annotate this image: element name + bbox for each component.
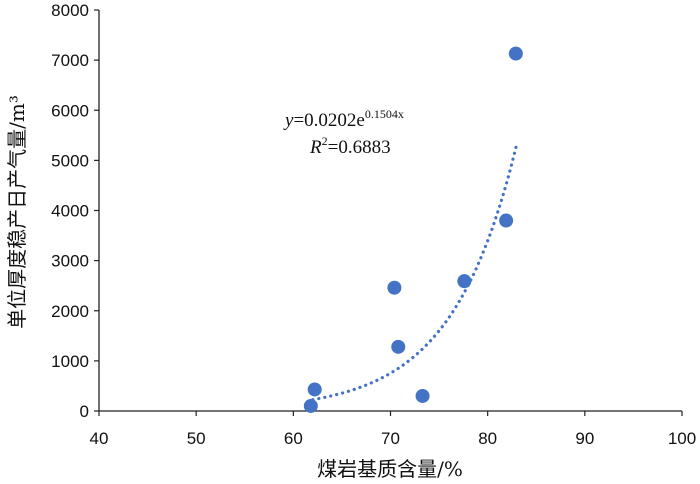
y-tick-label: 5000 — [51, 151, 89, 170]
axes — [94, 9, 683, 416]
y-tick-label: 1000 — [51, 352, 89, 371]
y-tick-label: 8000 — [51, 1, 89, 20]
x-tick-label: 60 — [284, 429, 303, 448]
trendline — [311, 142, 519, 402]
data-point — [307, 382, 322, 397]
equation-exponent: 0.1504x — [365, 107, 404, 121]
x-tick-labels: 40 50 60 70 80 90 100 — [90, 429, 697, 448]
equation-body: =0.0202e — [293, 110, 364, 131]
x-tick-label: 40 — [90, 429, 109, 448]
trendline-curve — [311, 142, 519, 402]
x-tick-label: 100 — [668, 429, 696, 448]
y-tick-label: 3000 — [51, 252, 89, 271]
y-tick-label: 2000 — [51, 302, 89, 321]
data-point — [415, 388, 430, 403]
x-tick-label: 80 — [478, 429, 497, 448]
y-tick-labels: 0 1000 2000 3000 4000 5000 6000 7000 8000 — [51, 1, 89, 421]
x-tick-label: 70 — [381, 429, 400, 448]
trend-equation: y=0.0202e0.1504x — [283, 107, 404, 131]
y-tick-label: 7000 — [51, 51, 89, 70]
data-point — [457, 274, 472, 289]
data-points — [303, 46, 523, 413]
y-axis-title: 单位厚度稳产日产气量/m³ — [5, 95, 29, 329]
data-point — [499, 213, 514, 228]
equation-y: y — [283, 110, 294, 131]
r-squared-value: =0.6883 — [328, 137, 391, 158]
data-point — [391, 339, 406, 354]
r-squared-r: R — [309, 137, 322, 158]
x-tick-label: 90 — [575, 429, 594, 448]
data-point — [508, 46, 523, 61]
y-tick-label: 6000 — [51, 101, 89, 120]
data-point — [303, 398, 318, 413]
x-tick-label: 50 — [187, 429, 206, 448]
y-tick-label: 4000 — [51, 202, 89, 221]
data-point — [387, 280, 402, 295]
r-squared-sup: 2 — [322, 134, 328, 148]
r-squared: R2=0.6883 — [309, 134, 391, 158]
y-tick-label: 0 — [80, 402, 89, 421]
x-axis-title: 煤岩基质含量/% — [317, 457, 463, 481]
